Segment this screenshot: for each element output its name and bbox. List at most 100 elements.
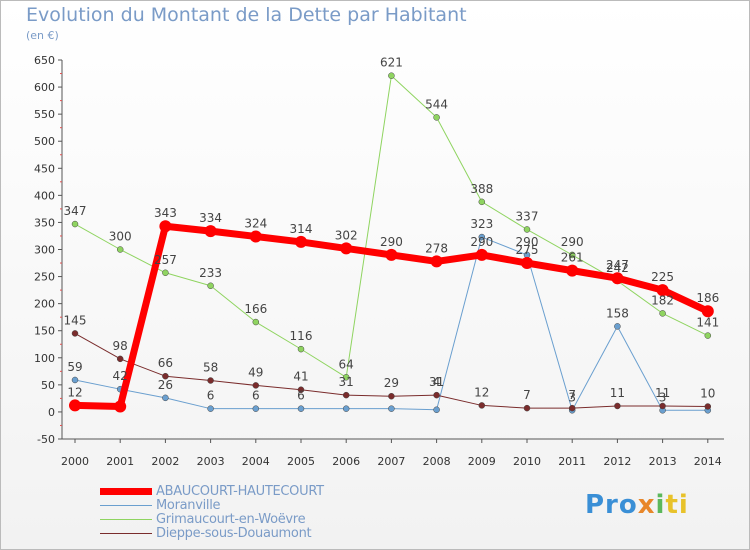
data-point	[249, 230, 262, 243]
x-tick-label: 2001	[106, 455, 134, 468]
x-tick-label: 2004	[242, 455, 270, 468]
logo-part: Pro	[585, 490, 638, 520]
data-label: 6	[207, 389, 215, 403]
legend: ABAUCOURT-HAUTECOURT Moranville Grimauco…	[100, 483, 324, 541]
data-label: 166	[244, 302, 267, 316]
data-point	[568, 404, 576, 412]
data-label: 59	[67, 360, 82, 374]
data-point	[71, 330, 79, 337]
data-label: 7	[523, 388, 531, 402]
legend-swatch	[100, 487, 152, 495]
x-tick-label: 2000	[61, 455, 89, 468]
data-label: 621	[380, 56, 403, 70]
legend-label: Dieppe-sous-Douaumont	[156, 525, 312, 541]
x-tick-label: 2013	[649, 455, 677, 468]
data-label: 290	[561, 235, 584, 249]
data-label: 158	[606, 306, 629, 320]
data-point	[568, 251, 576, 259]
data-label: 98	[113, 339, 128, 353]
data-label: 544	[425, 97, 448, 111]
y-tick-label: 500	[34, 135, 55, 148]
data-point	[704, 403, 712, 410]
data-label: 278	[425, 241, 448, 255]
x-tick-label: 2003	[197, 455, 225, 468]
data-point	[433, 114, 440, 121]
y-tick-label: 600	[34, 81, 55, 94]
data-label: 6	[252, 389, 260, 403]
data-label: 233	[199, 266, 222, 280]
data-label: 7	[568, 388, 576, 402]
data-label: 141	[696, 316, 719, 330]
data-label: 64	[339, 357, 354, 371]
x-tick-label: 2010	[513, 455, 541, 468]
data-point	[523, 404, 531, 412]
data-label: 29	[384, 376, 399, 390]
data-label: 49	[248, 365, 263, 379]
data-point	[342, 374, 350, 381]
data-point	[478, 198, 486, 206]
data-label: 42	[113, 369, 128, 383]
data-point	[656, 284, 669, 297]
data-label: 116	[290, 329, 313, 343]
x-tick-label: 2012	[603, 455, 631, 468]
data-point	[478, 402, 486, 409]
data-point	[204, 225, 217, 238]
data-label: 388	[470, 182, 493, 196]
y-tick-label: 250	[34, 271, 55, 284]
y-tick-label: 200	[34, 298, 55, 311]
x-tick-label: 2014	[694, 455, 722, 468]
legend-item-grimaucourt: Grimaucourt-en-Woëvre	[100, 511, 324, 527]
x-tick-label: 2002	[151, 455, 179, 468]
data-point	[659, 310, 666, 317]
x-tick-label: 2011	[558, 455, 586, 468]
legend-item-dieppe: Dieppe-sous-Douaumont	[100, 525, 324, 541]
legend-swatch	[100, 504, 152, 506]
y-tick-label: 350	[34, 216, 55, 229]
data-point	[701, 305, 714, 318]
data-point	[521, 257, 533, 270]
legend-label: ABAUCOURT-HAUTECOURT	[156, 483, 324, 499]
data-point	[478, 233, 486, 241]
data-point	[207, 282, 214, 290]
x-tick-label: 2005	[287, 455, 315, 468]
data-point	[433, 391, 440, 399]
x-tick-label: 2006	[332, 455, 360, 468]
data-label: 3	[659, 390, 667, 404]
data-point	[297, 345, 305, 353]
legend-item-moranville: Moranville	[100, 498, 324, 513]
data-label: 225	[651, 270, 674, 284]
data-point	[252, 382, 260, 389]
data-point	[295, 235, 307, 248]
data-label: 26	[158, 378, 173, 392]
data-label: 31	[429, 375, 444, 389]
data-label: 58	[203, 361, 218, 375]
data-point	[162, 372, 169, 380]
data-point	[388, 392, 395, 400]
data-label: 12	[474, 385, 489, 399]
data-point	[433, 406, 440, 414]
y-tick-label: 550	[34, 108, 55, 121]
data-point	[388, 405, 395, 412]
legend-item-abaucourt: ABAUCOURT-HAUTECOURT	[100, 483, 324, 499]
data-label: 347	[64, 204, 87, 218]
data-label: 11	[655, 386, 670, 400]
y-tick-label: 50	[41, 379, 55, 392]
logo-part: x	[637, 490, 656, 520]
data-label: 31	[339, 375, 354, 389]
legend-label: Grimaucourt-en-Woëvre	[156, 511, 306, 527]
data-point	[704, 332, 712, 339]
data-point	[659, 402, 666, 410]
y-tick-label: 450	[34, 162, 55, 175]
x-tick-label: 2009	[468, 455, 496, 468]
data-label: 242	[606, 261, 629, 275]
data-label: 12	[67, 385, 82, 399]
data-point	[207, 405, 214, 412]
proxiti-logo: Proxiti	[585, 490, 689, 520]
data-point	[252, 318, 260, 326]
data-point	[297, 386, 305, 393]
data-point	[71, 220, 79, 228]
data-point	[614, 402, 621, 410]
data-point	[69, 399, 81, 412]
data-label: 314	[290, 222, 313, 236]
data-label: 275	[516, 243, 539, 257]
